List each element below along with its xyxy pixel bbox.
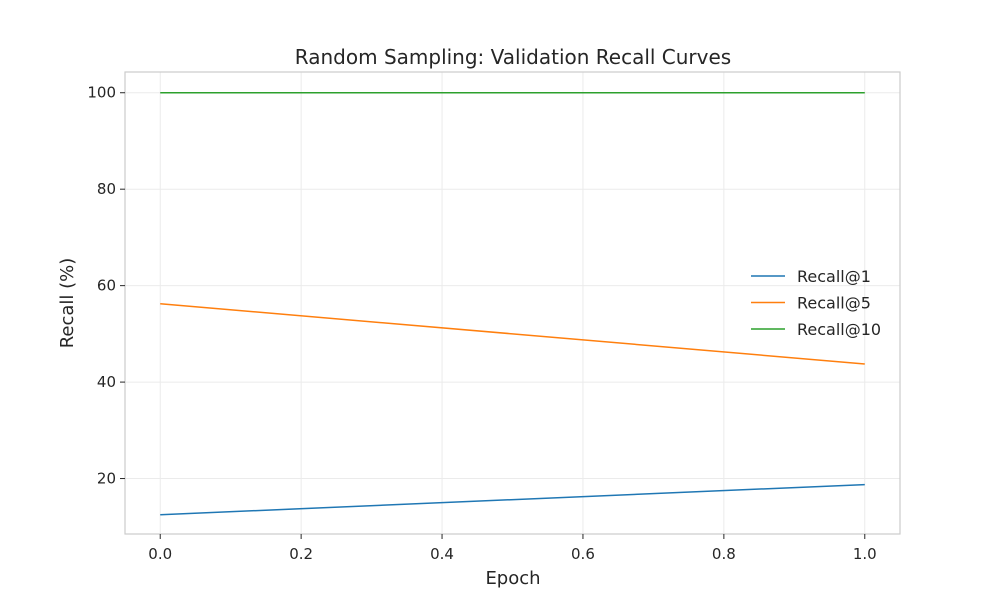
x-tick-label: 0.8	[712, 545, 736, 563]
ticks-layer: 0.0 0.2 0.4 0.6 0.8 1.0 20 40 60 80 100	[87, 84, 876, 563]
series-line-recall-1	[160, 483, 865, 516]
y-tick-label: 40	[97, 373, 116, 391]
legend-label-recall-10: Recall@10	[797, 320, 881, 339]
x-tick-label: 0.0	[148, 545, 172, 563]
legend-label-recall-5: Recall@5	[797, 294, 871, 313]
y-axis-label: Recall (%)	[57, 258, 78, 349]
y-tick-label: 20	[97, 470, 116, 488]
x-tick-label: 0.6	[571, 545, 595, 563]
y-tick-label: 60	[97, 277, 116, 295]
series-layer	[160, 91, 865, 516]
x-tick-label: 0.4	[430, 545, 454, 563]
x-tick-label: 0.2	[289, 545, 313, 563]
plot-frame	[124, 71, 901, 535]
y-tick-label: 80	[97, 180, 116, 198]
x-tick-label: 1.0	[853, 545, 877, 563]
y-tick-label: 100	[87, 84, 116, 102]
legend: Recall@1 Recall@5 Recall@10	[751, 267, 881, 339]
chart-title: Random Sampling: Validation Recall Curve…	[295, 45, 731, 69]
series-line-recall-5	[160, 302, 865, 365]
x-axis-label: Epoch	[485, 568, 540, 589]
legend-label-recall-1: Recall@1	[797, 267, 871, 286]
